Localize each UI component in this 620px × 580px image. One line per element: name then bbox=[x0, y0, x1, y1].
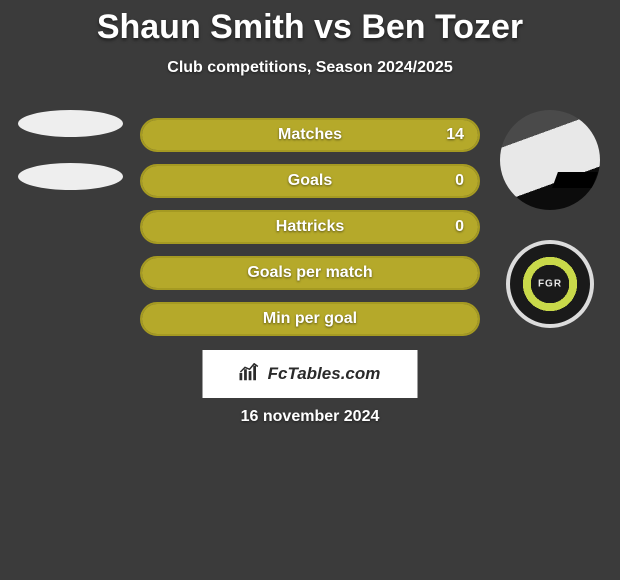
stat-bar-label: Goals per match bbox=[247, 264, 372, 282]
club-badge-icon bbox=[506, 240, 594, 328]
snapshot-date: 16 november 2024 bbox=[0, 408, 620, 426]
player-photo bbox=[500, 110, 600, 210]
subtitle: Club competitions, Season 2024/2025 bbox=[0, 59, 620, 77]
watermark: FcTables.com bbox=[203, 350, 418, 398]
comparison-bars: Matches 14 Goals 0 Hattricks 0 Goals per match… bbox=[140, 118, 480, 348]
right-player-column bbox=[490, 110, 610, 328]
player-placeholder-icon bbox=[18, 110, 123, 137]
stat-bar-value: 0 bbox=[455, 218, 464, 236]
stat-bar: Min per goal bbox=[140, 302, 480, 336]
stat-bar-label: Min per goal bbox=[263, 310, 357, 328]
bar-chart-icon bbox=[240, 363, 262, 386]
stat-bar-label: Goals bbox=[288, 172, 332, 190]
left-player-column bbox=[10, 110, 130, 216]
stat-bar: Matches 14 bbox=[140, 118, 480, 152]
stat-bar: Hattricks 0 bbox=[140, 210, 480, 244]
page-title: Shaun Smith vs Ben Tozer bbox=[0, 0, 620, 47]
stat-bar-label: Hattricks bbox=[276, 218, 344, 236]
stat-bar: Goals per match bbox=[140, 256, 480, 290]
stat-bar-value: 0 bbox=[455, 172, 464, 190]
badge-placeholder-icon bbox=[18, 163, 123, 190]
watermark-text: FcTables.com bbox=[268, 364, 381, 384]
stat-bar-value: 14 bbox=[446, 126, 464, 144]
stat-bar-label: Matches bbox=[278, 126, 342, 144]
stat-bar: Goals 0 bbox=[140, 164, 480, 198]
